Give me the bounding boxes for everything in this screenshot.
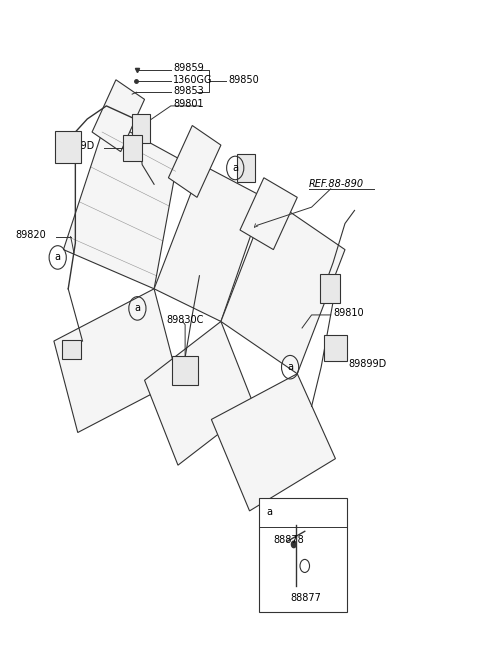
Text: 89899D: 89899D: [56, 142, 95, 152]
Text: 89850: 89850: [228, 75, 259, 85]
Text: 89830C: 89830C: [166, 314, 204, 325]
FancyBboxPatch shape: [259, 498, 348, 612]
Text: 89820: 89820: [16, 230, 47, 239]
FancyBboxPatch shape: [132, 114, 150, 143]
Text: a: a: [134, 304, 140, 314]
Text: a: a: [266, 507, 273, 517]
Text: 89899D: 89899D: [349, 359, 387, 369]
Polygon shape: [144, 321, 254, 465]
Polygon shape: [92, 80, 144, 152]
Polygon shape: [154, 165, 264, 321]
FancyBboxPatch shape: [123, 135, 142, 161]
FancyBboxPatch shape: [62, 340, 81, 359]
Circle shape: [291, 541, 296, 548]
FancyBboxPatch shape: [172, 356, 198, 385]
Text: 88878: 88878: [274, 535, 304, 545]
Text: a: a: [287, 362, 293, 372]
Text: 89801: 89801: [173, 99, 204, 109]
Text: a: a: [55, 253, 60, 262]
Polygon shape: [168, 125, 221, 197]
Text: 1360GG: 1360GG: [173, 75, 213, 85]
Text: 89859: 89859: [173, 63, 204, 73]
Polygon shape: [63, 119, 178, 289]
FancyBboxPatch shape: [320, 274, 340, 303]
Text: 89810: 89810: [333, 308, 364, 318]
Text: 89853: 89853: [173, 86, 204, 96]
Polygon shape: [221, 197, 345, 374]
Polygon shape: [211, 374, 336, 511]
Text: 88877: 88877: [290, 593, 321, 603]
Polygon shape: [54, 289, 178, 432]
FancyBboxPatch shape: [55, 131, 81, 163]
Polygon shape: [240, 178, 297, 250]
Text: a: a: [232, 163, 238, 173]
FancyBboxPatch shape: [324, 335, 347, 361]
Text: REF.88-890: REF.88-890: [309, 179, 364, 190]
FancyBboxPatch shape: [237, 154, 255, 182]
